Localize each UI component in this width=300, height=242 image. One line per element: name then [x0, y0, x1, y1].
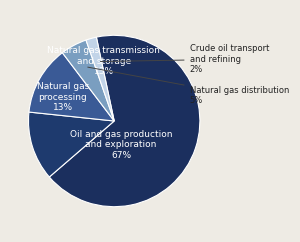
Text: Crude oil transport
and refining
2%: Crude oil transport and refining 2% — [100, 44, 269, 74]
Text: Oil and gas production
and exploration
67%: Oil and gas production and exploration 6… — [70, 130, 172, 160]
Text: Natural gas
processing
13%: Natural gas processing 13% — [37, 82, 89, 112]
Text: Natural gas transmission
and storage
13%: Natural gas transmission and storage 13% — [47, 46, 160, 76]
Wedge shape — [49, 35, 200, 207]
Wedge shape — [29, 53, 114, 121]
Wedge shape — [28, 112, 114, 177]
Wedge shape — [62, 40, 114, 121]
Text: Natural gas distribution
5%: Natural gas distribution 5% — [88, 67, 289, 105]
Wedge shape — [86, 37, 114, 121]
